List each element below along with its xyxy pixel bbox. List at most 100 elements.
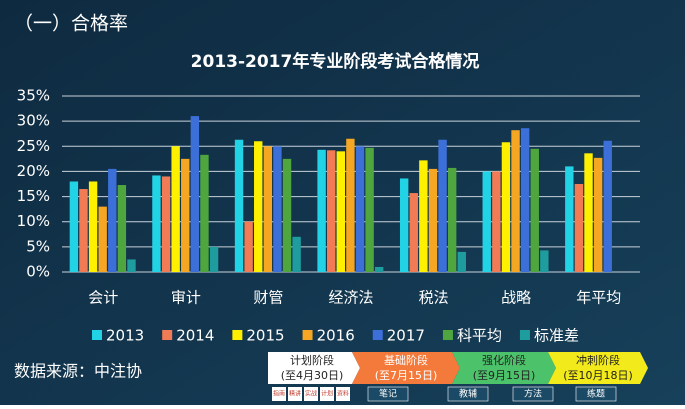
bar [234, 139, 244, 272]
bar [263, 146, 273, 272]
item-box [575, 386, 617, 402]
bar [108, 168, 117, 272]
stage-label: 强化阶段 [482, 353, 526, 367]
bar [292, 236, 301, 272]
bar [565, 166, 574, 272]
item-box [447, 386, 489, 402]
item-label: 精讲 [289, 390, 301, 398]
stage-date: (至10月18日) [563, 369, 633, 382]
item-box [304, 387, 318, 401]
heading: （一）合格率 [14, 13, 128, 35]
y-tick-label: 15% [17, 187, 50, 205]
x-tick-label: 会计 [88, 289, 118, 307]
stage-shape [352, 352, 460, 384]
bar [419, 160, 428, 272]
y-tick-label: 5% [26, 237, 50, 255]
bar [346, 138, 355, 272]
legend-swatch [372, 330, 383, 340]
item-box [272, 387, 286, 401]
item-label: 练题 [587, 388, 605, 400]
item-label: 实战 [305, 390, 317, 398]
bar [127, 259, 136, 272]
source: 数据来源：中注协 [14, 362, 142, 381]
bar [200, 154, 209, 272]
item-box [512, 386, 554, 402]
bar [482, 171, 491, 272]
bar [171, 146, 180, 272]
bar [438, 139, 447, 272]
x-tick-label: 税法 [419, 289, 449, 307]
item-label: 计划 [321, 390, 333, 398]
bar [327, 150, 336, 272]
bar [336, 151, 345, 272]
legend-swatch [519, 330, 530, 340]
stage-shape [548, 352, 648, 384]
bar [355, 146, 365, 272]
bar [317, 149, 326, 272]
legend-label: 标准差 [534, 327, 579, 345]
bar [79, 189, 88, 272]
item-box [288, 387, 302, 401]
item-box [320, 387, 334, 401]
bar [409, 193, 418, 272]
bar [520, 128, 530, 272]
x-tick-label: 审计 [171, 289, 201, 307]
legend-label: 2016 [317, 327, 355, 345]
bar [244, 221, 253, 272]
bar [209, 246, 219, 272]
bar [375, 266, 384, 272]
bar [428, 168, 438, 272]
y-tick-label: 0% [26, 263, 50, 281]
stage-date: (至9月15日) [473, 369, 536, 382]
stage-date: (至7月15日) [375, 369, 438, 382]
x-tick-label: 经济法 [328, 289, 373, 307]
stage-label: 基础阶段 [384, 353, 428, 367]
bar [254, 141, 263, 272]
y-tick-label: 30% [17, 112, 50, 130]
bar [584, 153, 593, 272]
item-label: 教辅 [459, 388, 477, 400]
y-tick-label: 10% [17, 212, 50, 230]
x-tick-label: 年平均 [576, 289, 621, 307]
legend-label: 2014 [176, 327, 214, 345]
bar [492, 171, 501, 272]
timeline: 计划阶段 (至4月30日) 基础阶段 (至7月15日) 强化阶段 (至9月15日) 冲刺阶段… [268, 352, 648, 402]
bar [603, 140, 612, 272]
x-tick-label: 财管 [253, 289, 283, 307]
item-label: 笔记 [379, 388, 397, 400]
bar [457, 251, 466, 272]
bar [447, 167, 457, 272]
legend-label: 2015 [246, 327, 284, 345]
stage-date: (至4月30日) [281, 369, 344, 382]
bar [574, 184, 584, 272]
legend-swatch [232, 330, 243, 340]
bar [593, 157, 603, 272]
bar [98, 206, 107, 272]
bar [161, 176, 171, 272]
bar [511, 130, 520, 272]
legend-label: 2017 [387, 327, 425, 345]
y-tick-label: 25% [17, 137, 50, 155]
stage-shape [268, 352, 360, 384]
stage-label: 冲刺阶段 [576, 353, 620, 367]
chart-title: 2013-2017年专业阶段考试合格情况 [191, 51, 480, 72]
bar [69, 181, 79, 272]
bar [273, 146, 282, 272]
legend-swatch [302, 330, 313, 340]
bar [399, 178, 409, 272]
bar [152, 175, 161, 272]
legend-swatch [442, 330, 453, 340]
item-label: 方法 [524, 388, 542, 400]
item-box [367, 386, 409, 402]
y-tick-label: 35% [17, 87, 50, 105]
bar [190, 116, 200, 272]
bar [88, 181, 98, 272]
legend-label: 科平均 [457, 327, 502, 345]
item-label: 指南 [273, 390, 285, 398]
legend-label: 2013 [106, 327, 144, 345]
stage-label: 计划阶段 [290, 353, 334, 367]
item-box [336, 387, 350, 401]
bar [540, 250, 549, 272]
bar [365, 147, 374, 272]
